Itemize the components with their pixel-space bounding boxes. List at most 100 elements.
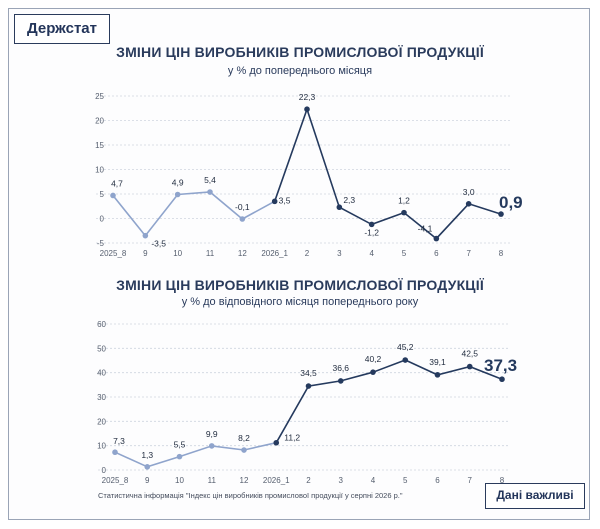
- x-tick-label: 2026_1: [261, 249, 288, 258]
- chart-1-monthly: -5 0 5 10 15 20 25 2025_8 9 10 11 12 2026_1 2 3 4 5 6 7 8 4,…: [95, 92, 523, 258]
- data-label: -1,2: [364, 227, 379, 237]
- y-tick-label: 20: [95, 117, 104, 126]
- x-tick-label: 2025_8: [102, 476, 129, 485]
- data-point: [241, 447, 247, 453]
- data-label: 40,2: [365, 354, 382, 364]
- data-label: 5,5: [174, 440, 186, 450]
- series-line-2026: [275, 359, 503, 444]
- data-label: 1,2: [398, 196, 410, 206]
- y-tick-label: -5: [97, 239, 105, 248]
- data-point: [176, 453, 183, 460]
- data-point: [433, 235, 440, 242]
- y-tick-label: 0: [102, 466, 107, 475]
- x-tick-label: 4: [371, 476, 376, 485]
- data-label: 34,5: [300, 368, 317, 378]
- data-point: [144, 464, 151, 470]
- data-point: [336, 204, 343, 211]
- x-tick-label: 12: [240, 476, 249, 485]
- data-point: [112, 449, 118, 456]
- data-label: 2,3: [343, 195, 355, 205]
- data-label: 3,5: [279, 195, 291, 205]
- x-tick-label: 2: [306, 476, 311, 485]
- data-label: 8,2: [238, 433, 250, 443]
- x-tick-label: 6: [434, 249, 439, 258]
- x-tick-label: 7: [468, 476, 473, 485]
- y-tick-label: 60: [97, 320, 106, 329]
- x-tick-label: 10: [175, 476, 184, 485]
- infographic-frame: [8, 8, 590, 520]
- data-point: [401, 209, 407, 216]
- y-tick-label: 40: [97, 369, 106, 378]
- x-tick-label: 8: [499, 249, 504, 258]
- brand-logo[interactable]: Держстат: [14, 14, 110, 44]
- series-line-2026: [273, 106, 502, 240]
- data-label: -4,1: [418, 224, 433, 234]
- y-tick-label: 0: [100, 215, 105, 224]
- x-tick-label: 2025_8: [100, 249, 127, 258]
- x-tick-label: 2026_1: [263, 476, 290, 485]
- data-label: 11,2: [284, 433, 300, 443]
- x-tick-label: 9: [143, 249, 148, 258]
- x-tick-label: 7: [466, 249, 471, 258]
- x-tick-label: 5: [402, 249, 407, 258]
- y-tick-label: 10: [97, 442, 106, 451]
- y-tick-label: 50: [97, 344, 106, 353]
- data-point: [402, 357, 409, 363]
- y-tick-label: 10: [95, 166, 104, 175]
- x-tick-label: 2: [305, 249, 310, 258]
- series-line-2025: [112, 191, 276, 237]
- data-point: [305, 383, 312, 389]
- source-note: Статистична інформація "Індекс цін вироб…: [98, 491, 403, 500]
- data-label: 36,6: [332, 363, 349, 373]
- data-point: [466, 363, 473, 370]
- data-label: 42,5: [461, 349, 478, 359]
- y-tick-label: 30: [97, 393, 106, 402]
- chart-2-title: ЗМІНИ ЦІН ВИРОБНИКІВ ПРОМИСЛОВОЇ ПРОДУКЦ…: [116, 277, 484, 293]
- data-label: 7,3: [113, 436, 125, 446]
- data-label: 9,9: [206, 429, 218, 439]
- data-point: [370, 369, 376, 375]
- data-label: 4,9: [172, 177, 184, 187]
- y-tick-label: 5: [100, 190, 105, 199]
- data-point: [207, 189, 213, 195]
- data-label: 45,2: [397, 342, 414, 352]
- x-tick-label: 3: [339, 476, 344, 485]
- data-label-latest: 0,9: [499, 193, 523, 212]
- data-point: [110, 192, 116, 199]
- x-tick-label: 5: [403, 476, 408, 485]
- x-tick-label: 3: [337, 249, 342, 258]
- series-line-2025: [114, 441, 277, 468]
- data-label: 4,7: [111, 178, 123, 188]
- x-tick-label: 12: [238, 249, 247, 258]
- data-point: [273, 439, 280, 446]
- x-tick-label: 11: [208, 476, 217, 485]
- data-label: 3,0: [463, 187, 475, 197]
- x-tick-label: 8: [500, 476, 505, 485]
- data-point: [239, 216, 246, 222]
- y-tick-label: 20: [97, 417, 106, 426]
- chart-2-yearly: 0 10 20 30 40 50 60 2025_8 9 10 11 12 2026_1 2 3 4 5 6 7 8 7…: [97, 320, 517, 485]
- x-tick-label: 6: [435, 476, 440, 485]
- x-tick-label: 4: [369, 249, 374, 258]
- data-point: [498, 211, 504, 217]
- y-tick-label: 25: [95, 92, 104, 101]
- data-point: [142, 232, 149, 239]
- data-label: 39,1: [429, 357, 446, 367]
- chart-1-subtitle: у % до попереднього місяця: [227, 65, 373, 77]
- data-point: [174, 191, 181, 198]
- data-label: -0,1: [235, 202, 250, 212]
- data-point: [368, 221, 375, 228]
- data-label: 22,3: [299, 92, 316, 102]
- x-tick-label: 11: [206, 249, 215, 258]
- data-point: [208, 443, 215, 449]
- data-label: -3,5: [151, 239, 166, 249]
- data-point: [465, 201, 472, 207]
- important-data-button[interactable]: Дані важливі: [485, 483, 585, 509]
- y-tick-label: 15: [95, 141, 104, 150]
- data-point: [499, 376, 505, 383]
- chart-1-title: ЗМІНИ ЦІН ВИРОБНИКІВ ПРОМИСЛОВОЇ ПРОДУКЦ…: [116, 44, 484, 60]
- data-point: [434, 372, 441, 378]
- data-point: [304, 106, 310, 113]
- x-tick-label: 10: [173, 249, 182, 258]
- data-label-latest: 37,3: [484, 356, 517, 375]
